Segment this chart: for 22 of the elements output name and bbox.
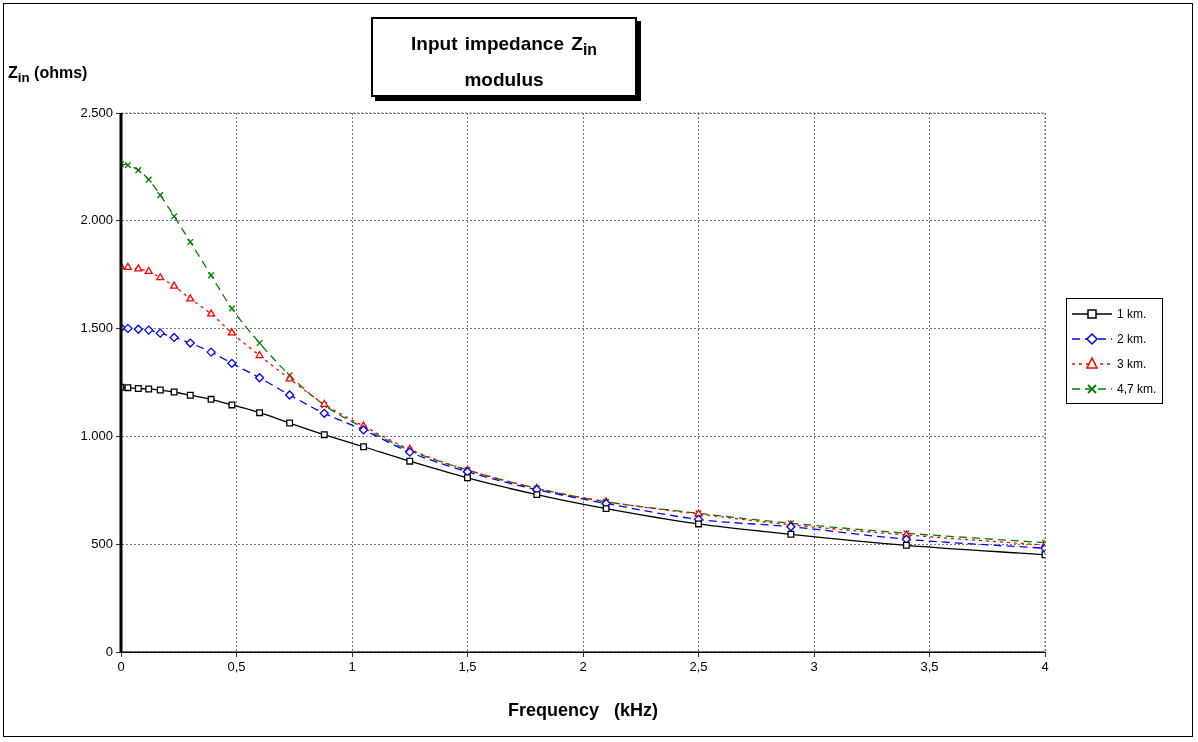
y-tick-label: 1.000 [80,427,113,443]
x-tick-label: 2 [579,659,587,675]
x-tick-label: 1,5 [458,659,477,675]
y-tick-label: 0 [105,643,113,659]
legend-label: 1 km. [1117,306,1147,321]
x-axis-title: Frequency (kHz) [507,700,659,721]
legend-label: 2 km. [1117,331,1147,346]
legend-label: 4,7 km. [1117,381,1157,396]
x-tick-label: 3 [810,659,818,675]
x-tick-label: 3,5 [920,659,939,675]
y-tick-label: 500 [91,535,113,551]
x-tick-label: 4 [1041,659,1049,675]
y-tick-label: 2.500 [80,104,113,120]
chart-title: Input impedance Z$_{in}$ modulus [411,33,597,90]
x-tick-label: 0 [117,659,125,675]
x-tick-label: 2,5 [689,659,708,675]
y-tick-label: 1.500 [80,320,113,336]
x-tick-label: 0,5 [227,659,246,675]
x-tick-label: 1 [348,659,356,675]
y-axis-title: Z$_{in}$ (ohms) [8,64,88,86]
legend-label: 3 km. [1117,356,1147,371]
y-tick-label: 2.000 [80,212,113,228]
